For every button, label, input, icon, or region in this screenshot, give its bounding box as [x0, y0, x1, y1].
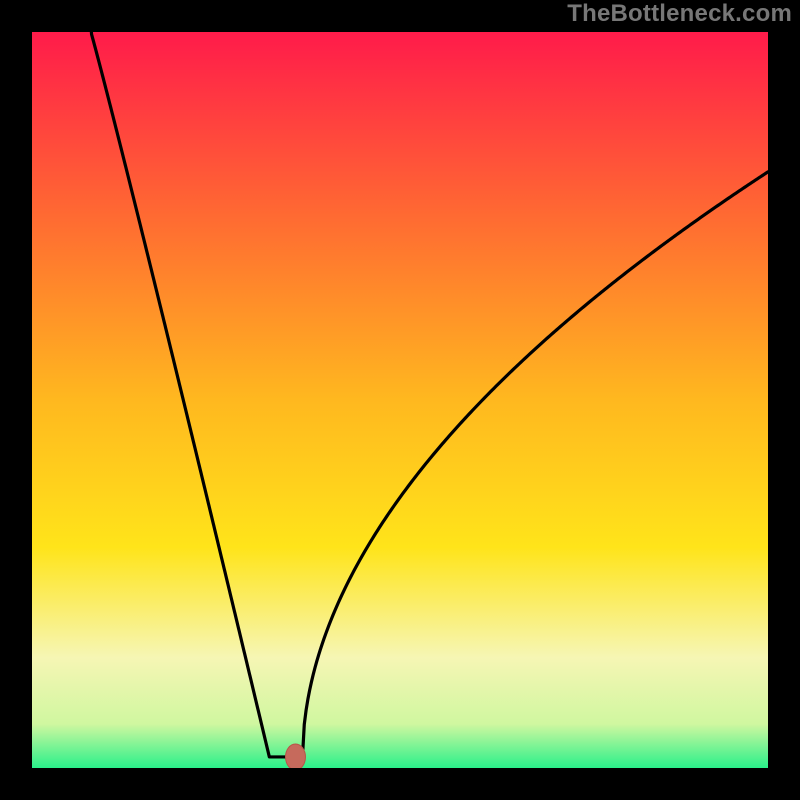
gradient-background [32, 32, 768, 768]
bottleneck-chart [0, 0, 800, 800]
chart-frame: TheBottleneck.com [0, 0, 800, 800]
optimal-point-marker [285, 744, 305, 770]
